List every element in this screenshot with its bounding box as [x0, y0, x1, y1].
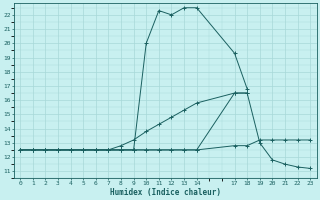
X-axis label: Humidex (Indice chaleur): Humidex (Indice chaleur)	[110, 188, 220, 197]
